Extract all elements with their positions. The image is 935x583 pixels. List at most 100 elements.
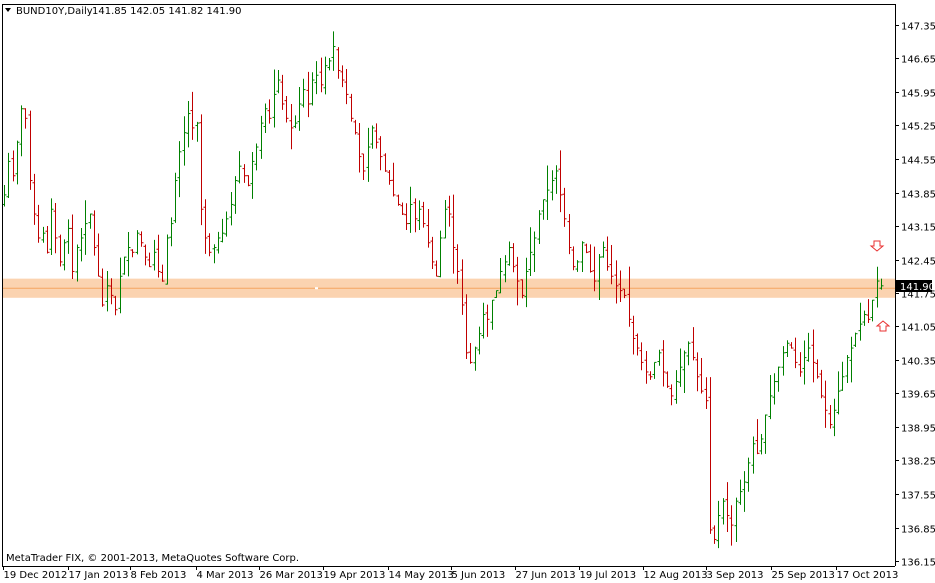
ohlc-bar bbox=[524, 257, 529, 308]
ohlc-bar bbox=[550, 170, 555, 201]
ohlc-bar bbox=[789, 342, 794, 349]
y-tick-label: 138.25 bbox=[901, 457, 935, 468]
ohlc-bar bbox=[691, 327, 696, 361]
ohlc-bar bbox=[853, 332, 858, 347]
ohlc-bar bbox=[712, 525, 717, 544]
ohlc-bar bbox=[473, 346, 478, 371]
ohlc-bar bbox=[366, 127, 371, 182]
ohlc-bar bbox=[272, 69, 277, 128]
ohlc-bar bbox=[609, 244, 614, 285]
ohlc-bar bbox=[447, 195, 452, 227]
ohlc-bar bbox=[567, 213, 572, 255]
y-tick-label: 147.35 bbox=[901, 22, 935, 33]
ohlc-bar bbox=[515, 256, 520, 306]
ohlc-bar bbox=[280, 74, 285, 110]
ohlc-bar bbox=[220, 218, 225, 243]
ohlc-bar bbox=[746, 457, 751, 492]
y-tick-label: 137.55 bbox=[901, 491, 935, 502]
ohlc-bar bbox=[139, 231, 144, 247]
ohlc-bar bbox=[100, 268, 105, 307]
ohlc-bar bbox=[250, 151, 255, 199]
ohlc-bar bbox=[811, 329, 816, 383]
x-tick-label: 19 Apr 2013 bbox=[324, 570, 386, 581]
y-tick-label: 140.35 bbox=[901, 357, 935, 368]
ohlc-bar bbox=[434, 260, 439, 277]
x-tick-label: 25 Sep 2013 bbox=[772, 570, 835, 581]
ohlc-bar bbox=[605, 236, 610, 271]
ohlc-bar bbox=[233, 176, 238, 214]
ohlc-bar bbox=[763, 414, 768, 454]
ohlc-bar bbox=[584, 243, 589, 254]
x-tick-label: 14 May 2013 bbox=[389, 570, 454, 581]
ohlc-label: 141.85 142.05 141.82 141.90 bbox=[92, 6, 242, 17]
ohlc-bar bbox=[23, 108, 28, 129]
ohlc-bar bbox=[635, 333, 640, 356]
ohlc-bar bbox=[293, 115, 298, 129]
ohlc-bar bbox=[118, 257, 123, 314]
y-axis-ticks: 147.35 146.65 145.95 145.25 144.55 143.85 143.… bbox=[895, 22, 935, 569]
ohlc-bar bbox=[618, 270, 623, 303]
ohlc-bar bbox=[716, 500, 721, 549]
ohlc-bar bbox=[391, 162, 396, 197]
ohlc-bar bbox=[669, 384, 674, 406]
ohlc-bar bbox=[806, 332, 811, 362]
ohlc-bar bbox=[558, 150, 563, 213]
ohlc-bars bbox=[2, 31, 884, 549]
x-tick-label: 12 Aug 2013 bbox=[644, 570, 708, 581]
ohlc-bar bbox=[224, 211, 229, 237]
ohlc-bar bbox=[742, 471, 747, 512]
x-tick-label: 3 Sep 2013 bbox=[707, 570, 764, 581]
ohlc-bar bbox=[160, 264, 165, 282]
ohlc-bar bbox=[70, 214, 75, 279]
ohlc-bar bbox=[875, 266, 880, 308]
ohlc-bar bbox=[96, 233, 101, 277]
ohlc-bar bbox=[511, 243, 516, 273]
ohlc-bar bbox=[571, 246, 576, 271]
ohlc-bar bbox=[417, 200, 422, 230]
ohlc-bar bbox=[378, 136, 383, 171]
ohlc-bar bbox=[485, 304, 490, 337]
ohlc-bar bbox=[528, 227, 533, 276]
price-tag-layer: 141.90 bbox=[896, 280, 935, 293]
ohlc-bar bbox=[314, 61, 319, 95]
ohlc-bar bbox=[195, 121, 200, 142]
dropdown-triangle-icon[interactable] bbox=[5, 8, 11, 12]
ohlc-bar bbox=[165, 234, 170, 285]
ohlc-bar bbox=[592, 246, 597, 292]
ohlc-bar bbox=[729, 505, 734, 546]
y-tick-label: 141.75 bbox=[901, 290, 935, 301]
ohlc-bar bbox=[738, 479, 743, 505]
ohlc-bar bbox=[310, 72, 315, 106]
ohlc-bar bbox=[781, 346, 786, 376]
ohlc-bar bbox=[545, 165, 550, 221]
axes bbox=[2, 4, 896, 567]
ohlc-bar bbox=[340, 65, 345, 88]
ohlc-bar bbox=[468, 342, 473, 364]
ohlc-bar bbox=[695, 352, 700, 392]
ohlc-bar bbox=[156, 234, 161, 278]
ohlc-bar bbox=[631, 315, 636, 355]
ohlc-bar bbox=[759, 433, 764, 455]
ohlc-bar bbox=[199, 114, 204, 226]
ohlc-bar bbox=[849, 336, 854, 383]
ohlc-bar bbox=[541, 199, 546, 220]
ohlc-bar bbox=[520, 279, 525, 299]
x-tick-label: 17 Jan 2013 bbox=[69, 570, 129, 581]
current-price-label: 141.90 bbox=[900, 282, 935, 293]
ohlc-bar bbox=[438, 230, 443, 278]
ohlc-bar bbox=[297, 86, 302, 131]
ohlc-bar bbox=[657, 349, 662, 366]
ohlc-bar bbox=[644, 350, 649, 384]
ohlc-bar bbox=[267, 99, 272, 124]
ohlc-bar bbox=[819, 369, 824, 399]
ohlc-bar bbox=[699, 358, 704, 394]
ohlc-bar bbox=[588, 244, 593, 273]
x-tick-label: 4 Mar 2013 bbox=[197, 570, 254, 581]
ohlc-bar bbox=[507, 241, 512, 266]
ohlc-bar bbox=[58, 234, 63, 267]
ohlc-bar bbox=[682, 350, 687, 393]
resistance-zone-layer bbox=[2, 278, 895, 298]
y-tick-label: 143.85 bbox=[901, 190, 935, 201]
ohlc-bar bbox=[254, 143, 259, 171]
